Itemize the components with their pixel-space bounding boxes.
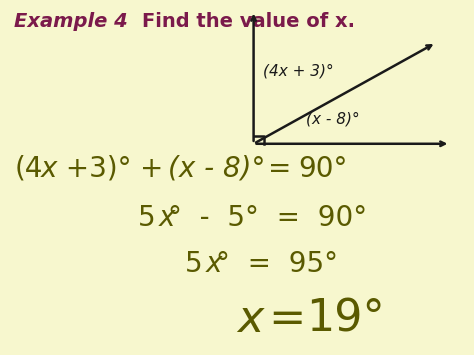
Text: +: + bbox=[140, 155, 163, 182]
Text: (x - 8)°: (x - 8)° bbox=[168, 155, 265, 182]
Text: °  =  95°: ° = 95° bbox=[216, 251, 337, 278]
Text: =: = bbox=[268, 155, 291, 182]
Text: 19°: 19° bbox=[306, 298, 384, 341]
Text: (x - 8)°: (x - 8)° bbox=[306, 111, 359, 126]
Text: x: x bbox=[159, 204, 175, 232]
Text: x: x bbox=[237, 298, 264, 341]
Text: x: x bbox=[206, 251, 223, 278]
Text: +3)°: +3)° bbox=[48, 155, 132, 182]
Text: Example 4: Example 4 bbox=[14, 12, 128, 32]
Text: =: = bbox=[268, 298, 305, 341]
Text: (4x + 3)°: (4x + 3)° bbox=[263, 64, 334, 78]
Text: 5: 5 bbox=[137, 204, 155, 232]
Text: 5: 5 bbox=[185, 251, 202, 278]
Text: x: x bbox=[40, 155, 57, 182]
Text: 90°: 90° bbox=[299, 155, 348, 182]
Text: (4: (4 bbox=[14, 155, 43, 182]
Text: °  -  5°  =  90°: ° - 5° = 90° bbox=[168, 204, 367, 232]
Text: Find the value of x.: Find the value of x. bbox=[142, 12, 355, 32]
